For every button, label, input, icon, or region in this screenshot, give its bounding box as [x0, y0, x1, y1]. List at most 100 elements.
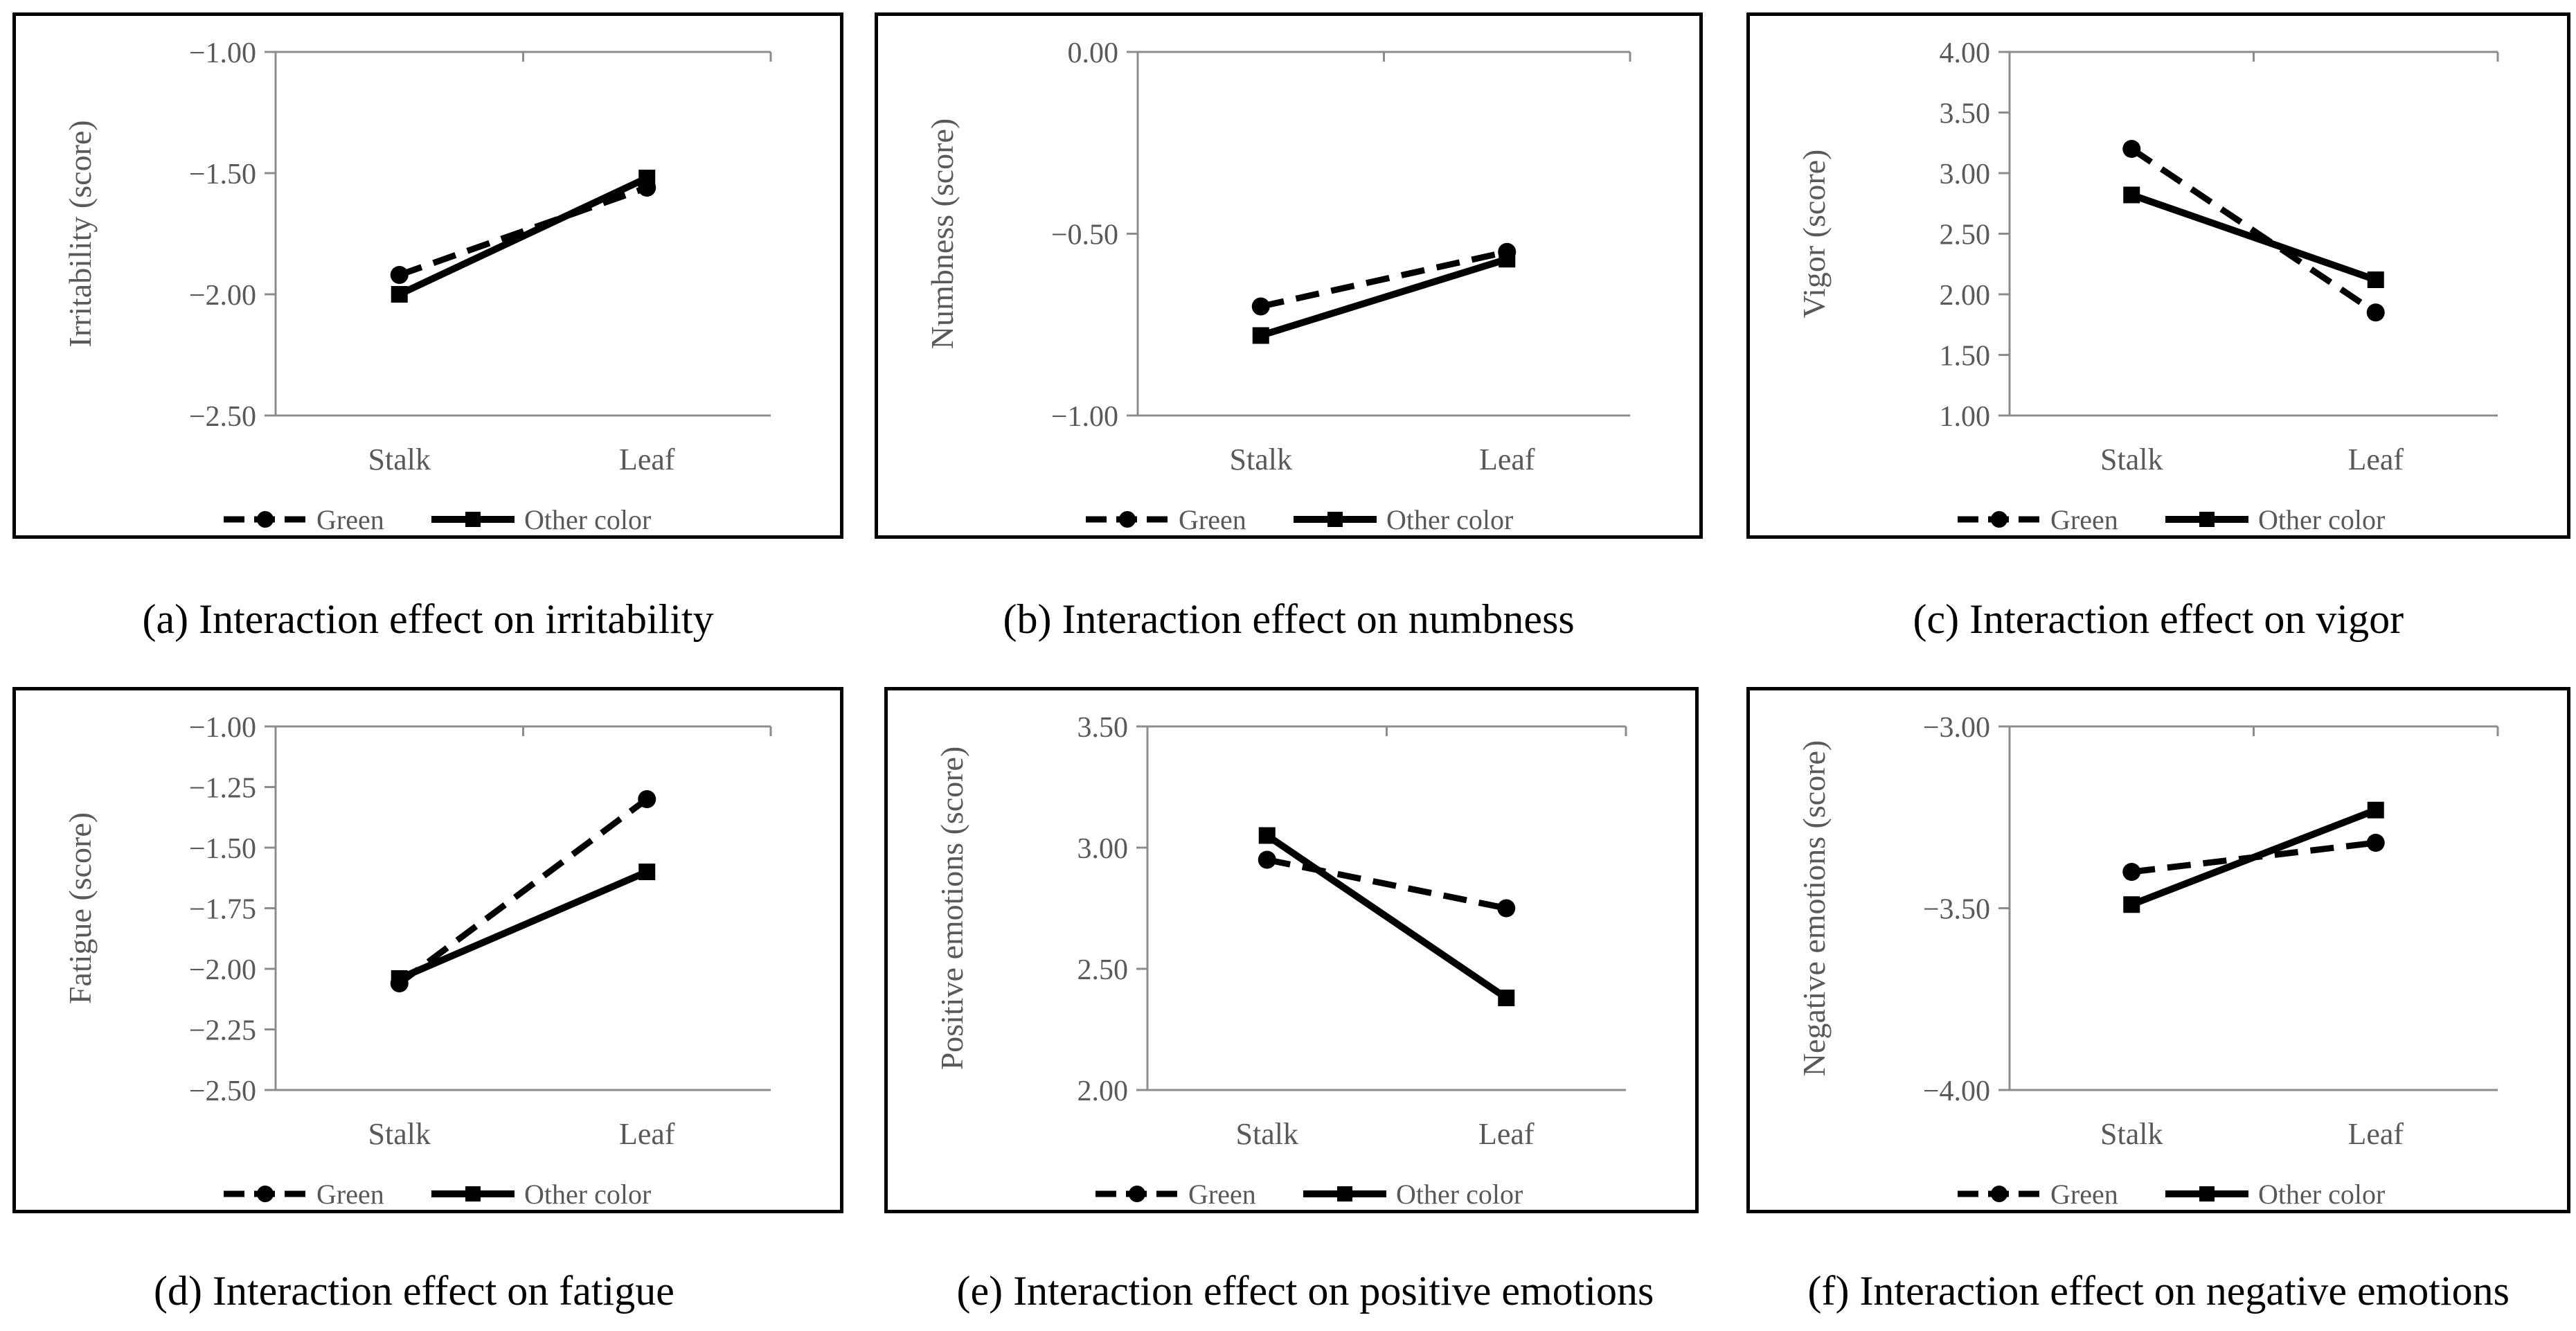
y-tick-label: −0.50 [1051, 220, 1118, 251]
chart-caption: (c) Interaction effect on vigor [1913, 596, 2404, 642]
y-tick-label: 3.00 [1940, 159, 1991, 190]
chart-svg: 1.00 1.50 2.00 2.50 3.00 3.50 4.00 Stalk Leaf Vig… [1796, 37, 2499, 535]
legend-marker [1119, 511, 1136, 528]
legend-marker [2199, 1186, 2215, 1202]
chart-panel-b: −1.00 −0.50 0.00 Stalk Leaf Numbness (score) G… [875, 12, 1703, 539]
data-point [638, 864, 656, 880]
x-tick-label: Leaf [1478, 1117, 1535, 1151]
chart-caption: (f) Interaction effect on negative emoti… [1807, 1268, 2510, 1314]
y-tick-label: −1.00 [189, 37, 256, 69]
y-tick-label: 3.50 [1077, 712, 1129, 744]
legend-marker [1327, 512, 1343, 527]
y-axis-label: Fatigue (score) [62, 812, 98, 1004]
data-point [390, 266, 409, 284]
chart-panel-e: 2.00 2.50 3.00 3.50 Stalk Leaf Positive emotio… [884, 687, 1699, 1213]
y-tick-label: 2.00 [1940, 280, 1991, 312]
y-tick-label: −1.00 [189, 712, 256, 744]
legend-marker [2199, 512, 2215, 527]
y-tick-label: 2.50 [1077, 954, 1129, 986]
legend-marker [257, 1186, 274, 1202]
chart-svg: −1.00 −0.50 0.00 Stalk Leaf Numbness (score) G… [924, 37, 1631, 535]
legend-label: Other color [524, 504, 651, 535]
legend-label: Green [316, 1179, 384, 1210]
y-tick-label: −1.75 [189, 894, 256, 926]
x-tick-label: Leaf [2347, 1117, 2404, 1151]
data-point [1258, 827, 1276, 844]
chart-caption: (b) Interaction effect on numbness [1003, 596, 1575, 642]
chart-panel-a: −2.50 −2.00 −1.50 −1.00 Stalk Leaf Irritabilit… [12, 12, 843, 539]
y-tick-label: −2.50 [189, 1075, 256, 1107]
series-line-other-color [1264, 832, 1509, 1001]
series-line-other-color [397, 175, 649, 298]
data-point [2366, 303, 2385, 322]
y-tick-label: −2.00 [189, 954, 256, 986]
y-tick-label: −1.50 [189, 833, 256, 865]
legend-marker [1991, 511, 2007, 528]
legend-label: Green [2050, 504, 2118, 535]
y-tick-label: −1.25 [189, 773, 256, 805]
x-tick-label: Stalk [1230, 443, 1292, 476]
legend-marker [465, 1186, 481, 1202]
chart-panel-f: −4.00 −3.50 −3.00 Stalk Leaf Negative emotion… [1746, 687, 2570, 1213]
x-tick-label: Leaf [619, 1117, 675, 1151]
y-tick-label: 2.50 [1940, 220, 1991, 251]
x-tick-label: Leaf [619, 443, 675, 476]
data-point [638, 170, 656, 186]
legend-label: Green [1188, 1179, 1256, 1210]
chart-svg: −2.50 −2.25 −2.00 −1.75 −1.50 −1.25 −1.00 Stalk… [62, 712, 772, 1210]
series-line-green [397, 796, 649, 986]
y-tick-label: −2.25 [189, 1015, 256, 1047]
y-tick-label: −1.00 [1051, 401, 1118, 433]
legend-label: Other color [1386, 504, 1513, 535]
y-tick-label: 0.00 [1068, 37, 1119, 69]
data-point [2367, 801, 2384, 819]
chart-svg: −4.00 −3.50 −3.00 Stalk Leaf Negative emotion… [1796, 712, 2499, 1210]
legend-marker [1991, 1186, 2007, 1202]
x-tick-label: Stalk [1236, 1117, 1298, 1151]
series-line-green [398, 184, 648, 278]
data-point [1251, 297, 1270, 316]
y-tick-label: 4.00 [1940, 37, 1991, 69]
y-tick-label: −3.00 [1923, 712, 1990, 744]
x-tick-label: Stalk [2100, 1117, 2163, 1151]
legend-label: Other color [524, 1179, 651, 1210]
data-point [1252, 327, 1269, 344]
y-tick-label: 1.50 [1940, 341, 1991, 373]
legend-label: Green [316, 504, 384, 535]
legend-marker [257, 511, 274, 528]
chart-caption: (d) Interaction effect on fatigue [154, 1268, 674, 1314]
chart-panel-c: 1.00 1.50 2.00 2.50 3.00 3.50 4.00 Stalk Leaf Vig… [1746, 12, 2570, 539]
x-tick-label: Stalk [368, 1117, 431, 1151]
data-point [2122, 140, 2141, 158]
series-line-other-color [1260, 256, 1508, 339]
y-tick-label: −2.50 [189, 401, 256, 433]
data-point [2367, 271, 2384, 288]
chart-panel-d: −2.50 −2.25 −2.00 −1.75 −1.50 −1.25 −1.00 Stalk… [12, 687, 843, 1213]
x-tick-label: Leaf [1479, 443, 1535, 476]
chart-svg: 2.00 2.50 3.00 3.50 Stalk Leaf Positive emotio… [934, 712, 1627, 1210]
legend-marker [1337, 1186, 1352, 1202]
data-point [2123, 896, 2140, 913]
chart-caption: (e) Interaction effect on positive emoti… [956, 1268, 1654, 1314]
x-tick-label: Stalk [368, 443, 431, 476]
data-point [638, 790, 656, 808]
x-tick-label: Stalk [2100, 443, 2163, 476]
data-point [1499, 251, 1516, 268]
y-tick-label: −1.50 [189, 159, 256, 190]
data-point [2123, 186, 2140, 204]
y-axis-label: Negative emotions (score) [1796, 740, 1832, 1076]
legend-label: Other color [2258, 1179, 2385, 1210]
series-line-green [1266, 857, 1508, 911]
legend-marker [465, 512, 481, 527]
legend-label: Other color [2258, 504, 2385, 535]
legend-label: Green [1179, 504, 1246, 535]
y-tick-label: −3.50 [1923, 894, 1990, 926]
series-line-other-color [2130, 807, 2377, 908]
data-point [2366, 834, 2385, 852]
y-tick-label: −4.00 [1923, 1075, 1990, 1107]
data-point [1258, 850, 1276, 869]
series-line-other-color [397, 868, 649, 982]
y-axis-label: Positive emotions (score) [934, 747, 969, 1071]
series-line-green [1260, 249, 1508, 310]
chart-svg: −2.50 −2.00 −1.50 −1.00 Stalk Leaf Irritabilit… [62, 37, 772, 535]
